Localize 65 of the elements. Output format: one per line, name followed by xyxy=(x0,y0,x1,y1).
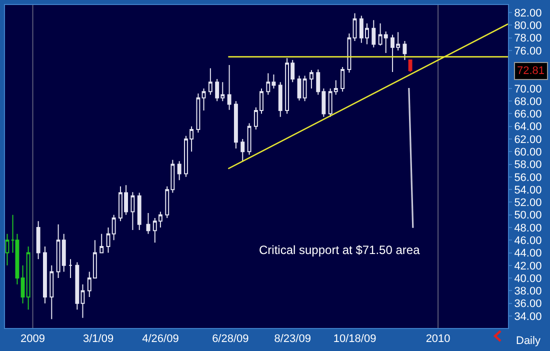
y-tick-label: 40.00 xyxy=(514,272,542,285)
x-tick-label: 2009 xyxy=(20,333,45,346)
candlestick xyxy=(340,66,345,92)
candlestick xyxy=(68,258,72,279)
y-tick-label: 50.00 xyxy=(514,210,542,222)
y-tick-label: 44.00 xyxy=(514,248,542,260)
y-tick-label: 36.00 xyxy=(514,298,542,310)
candlestick xyxy=(302,75,307,102)
y-tick-label: 60.00 xyxy=(514,146,542,158)
candlestick xyxy=(130,192,135,231)
candlestick xyxy=(297,75,302,101)
y-tick-label: 38.00 xyxy=(514,286,542,298)
y-tick-label: 82.00 xyxy=(514,7,542,20)
candlestick xyxy=(75,262,80,310)
candlestick xyxy=(408,59,412,72)
candlestick xyxy=(352,12,357,42)
y-tick-label: 34.00 xyxy=(514,310,542,323)
y-tick-label: 66.00 xyxy=(514,108,542,121)
candlestick xyxy=(50,264,54,320)
candlestick xyxy=(234,100,238,149)
candlestick xyxy=(372,20,376,48)
candlestick xyxy=(106,227,110,254)
text: 72.81 xyxy=(517,65,545,77)
candlestick xyxy=(177,160,182,181)
candlestick xyxy=(36,220,40,260)
candlestick xyxy=(112,214,116,241)
candlestick xyxy=(137,192,142,231)
candlestick xyxy=(202,88,206,112)
candlestick xyxy=(247,122,252,156)
candlestick xyxy=(26,246,30,310)
candlestick xyxy=(208,68,212,96)
candlestick xyxy=(402,40,407,60)
annotation: Critical support at $71.50 area xyxy=(259,243,420,257)
y-tick-label: 62.00 xyxy=(514,134,542,146)
x-tick-label: 2010 xyxy=(426,333,450,346)
y-tick-label: 58.00 xyxy=(514,159,542,172)
y-tick-label: 56.00 xyxy=(514,172,542,184)
candlestick xyxy=(278,82,282,118)
y-tick-label: 48.00 xyxy=(514,222,542,234)
x-tick-label: 8/23/09 xyxy=(274,333,311,346)
candlestick xyxy=(309,70,314,89)
y-tick-label: 80.00 xyxy=(514,20,542,32)
text: Daily xyxy=(516,335,541,347)
candlestick xyxy=(240,138,245,162)
candlestick xyxy=(80,284,85,318)
y-tick-label: 54.00 xyxy=(514,184,542,196)
candlestick xyxy=(100,233,104,254)
candlestick xyxy=(347,32,352,74)
candlestick xyxy=(43,246,47,304)
candlestick xyxy=(196,92,200,134)
y-tick-label: 52.00 xyxy=(514,197,542,210)
candlestick xyxy=(227,64,232,110)
candlestick xyxy=(20,264,25,304)
y-tick-label: 76.00 xyxy=(514,45,542,58)
y-tick-label: 78.00 xyxy=(514,32,542,45)
y-tick-label: 68.00 xyxy=(514,96,542,108)
y-tick-label: 70.00 xyxy=(514,83,542,96)
x-tick-label: 3/1/09 xyxy=(82,333,114,346)
candlestick xyxy=(146,212,150,234)
y-tick-label: 64.00 xyxy=(514,121,542,134)
x-tick-label: 10/18/09 xyxy=(333,333,376,346)
x-tick-label: 4/26/09 xyxy=(142,333,179,346)
x-tick-label: 6/28/09 xyxy=(212,333,249,346)
y-tick-label: 46.00 xyxy=(514,234,542,247)
y-tick-label: 42.00 xyxy=(514,260,542,272)
